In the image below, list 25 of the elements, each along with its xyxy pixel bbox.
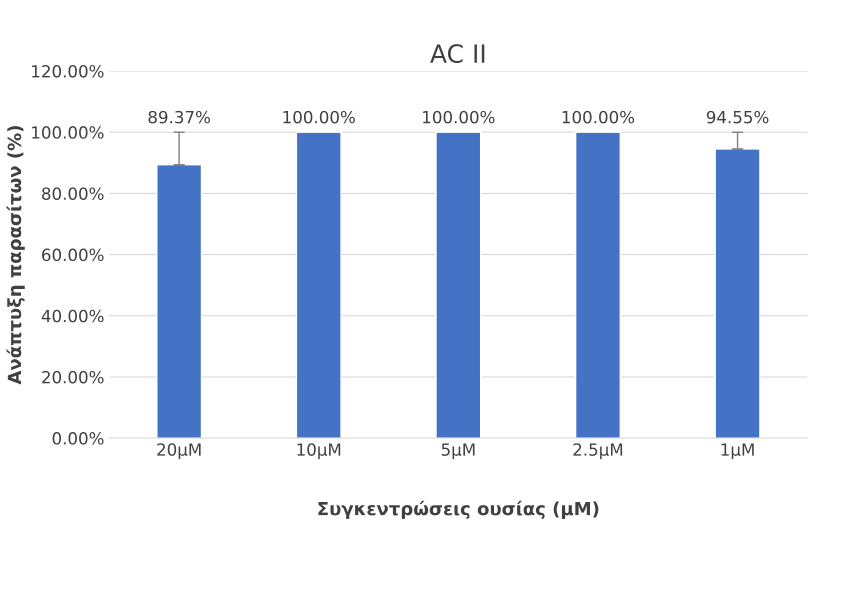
y-tick-label: 0.00% <box>52 432 104 445</box>
bar <box>296 132 342 438</box>
y-tick-label: 80.00% <box>42 187 104 200</box>
bar <box>435 132 482 438</box>
chart-title: AC II <box>430 44 484 64</box>
y-axis-title: Ανάπτυξη παρασίτων (%) <box>6 126 25 384</box>
y-tick-label: 40.00% <box>42 310 104 322</box>
x-tick-label: 10μM <box>297 443 340 460</box>
y-tick-label: 20.00% <box>42 370 104 384</box>
x-tick-label: 2.5μM <box>573 443 622 460</box>
y-tick-label: 60.00% <box>42 248 104 262</box>
x-axis-title: Συγκεντρώσεις ουσίας (μM) <box>318 500 598 519</box>
data-label: 100.00% <box>562 110 634 124</box>
data-label: 94.55% <box>706 110 768 124</box>
y-tick-label: 100.00% <box>32 126 104 139</box>
y-tick-label: 120.00% <box>32 65 104 78</box>
x-tick-label: 1μM <box>722 443 754 460</box>
data-label: 100.00% <box>283 110 355 124</box>
x-tick-label: 5μM <box>442 443 475 460</box>
data-label: 89.37% <box>148 110 210 124</box>
bar <box>156 164 202 438</box>
bar <box>574 132 621 438</box>
bar <box>714 148 761 438</box>
x-tick-label: 20μM <box>157 443 201 460</box>
data-label: 100.00% <box>423 110 494 124</box>
